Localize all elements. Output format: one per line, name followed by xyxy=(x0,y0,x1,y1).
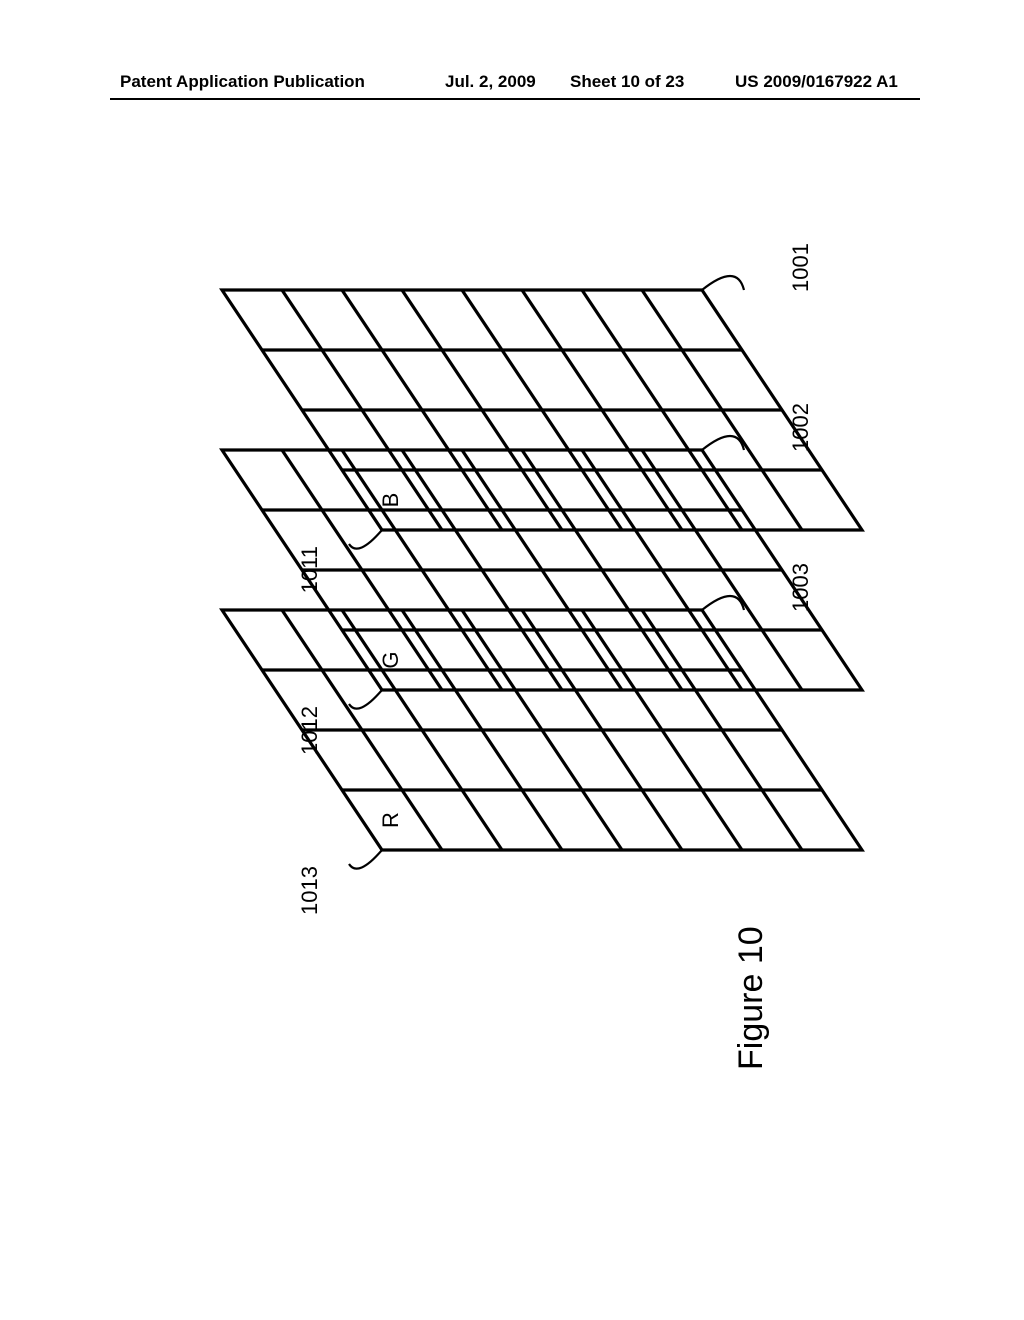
leader-left xyxy=(349,530,382,549)
header-sheet: Sheet 10 of 23 xyxy=(570,72,684,92)
layer-letter: B xyxy=(378,493,403,508)
header-pub-number: US 2009/0167922 A1 xyxy=(735,72,898,92)
figure-caption: Figure 10 xyxy=(732,926,771,1070)
ref-label-right: 1002 xyxy=(788,403,813,452)
leader-right xyxy=(702,436,744,450)
figure-svg: 10011011B10021012G10031013R xyxy=(112,150,912,1200)
layer-letter: R xyxy=(378,812,403,828)
grid-layer: 10011011B xyxy=(222,243,862,593)
figure-area: 10011011B10021012G10031013R Figure 10 xyxy=(112,150,912,1200)
layer-letter: G xyxy=(378,651,403,668)
ref-label-right: 1003 xyxy=(788,563,813,612)
header-date: Jul. 2, 2009 xyxy=(445,72,536,92)
leader-left xyxy=(349,850,382,869)
header-publication-type: Patent Application Publication xyxy=(120,72,365,92)
leader-right xyxy=(702,596,744,610)
leader-left xyxy=(349,690,382,709)
leader-right xyxy=(702,276,744,290)
header-rule xyxy=(110,98,920,100)
page: Patent Application Publication Jul. 2, 2… xyxy=(0,0,1024,1320)
ref-label-right: 1001 xyxy=(788,243,813,292)
ref-label-left: 1013 xyxy=(297,866,322,915)
